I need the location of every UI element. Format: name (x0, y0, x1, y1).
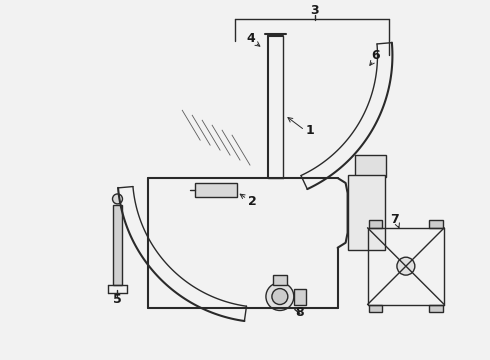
Text: 1: 1 (305, 124, 314, 137)
Circle shape (266, 283, 294, 310)
Bar (294, 289, 306, 305)
Text: 7: 7 (390, 213, 399, 226)
Circle shape (113, 194, 122, 204)
Bar (368, 220, 383, 228)
Bar (429, 220, 443, 228)
Bar (195, 183, 237, 197)
Text: 8: 8 (295, 306, 304, 319)
Bar (273, 275, 287, 285)
Text: 3: 3 (311, 4, 319, 17)
Bar (368, 305, 383, 312)
Text: 6: 6 (371, 49, 380, 62)
Bar (429, 305, 443, 312)
Bar (347, 175, 386, 250)
Bar (113, 205, 122, 285)
Text: 2: 2 (247, 195, 256, 208)
Text: 5: 5 (113, 293, 122, 306)
Text: 4: 4 (246, 32, 255, 45)
Circle shape (397, 257, 415, 275)
Circle shape (272, 289, 288, 305)
Bar (355, 155, 387, 177)
